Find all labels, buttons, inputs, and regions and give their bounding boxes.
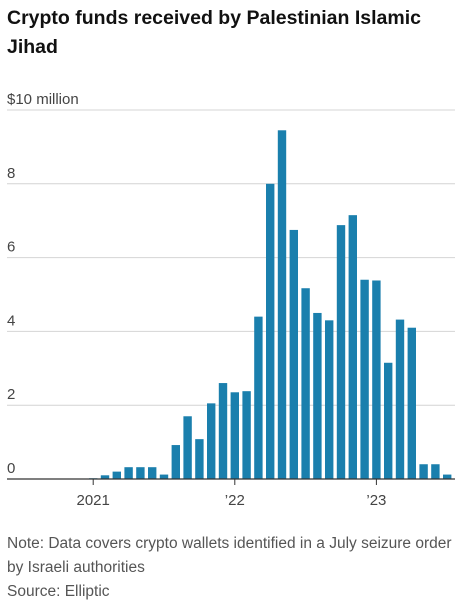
bar: [301, 288, 310, 479]
bar: [159, 474, 169, 479]
bar: [148, 467, 157, 479]
bar: [419, 464, 428, 479]
bars: [89, 130, 452, 480]
bar: [325, 320, 334, 479]
bar-chart: 0 2 4 6 8 $10 million 2021 ’22 ’23: [7, 91, 455, 509]
x-axis: 2021 ’22 ’23: [7, 478, 455, 509]
bar: [289, 229, 298, 479]
bar: [136, 467, 145, 479]
bar: [431, 464, 440, 479]
bar: [195, 439, 204, 479]
chart-footer: Note: Data covers crypto wallets identif…: [7, 532, 455, 604]
bar: [277, 130, 287, 480]
gridlines: [7, 109, 455, 406]
bar: [372, 280, 381, 479]
chart-title: Crypto funds received by Palestinian Isl…: [7, 7, 421, 58]
bar: [266, 183, 275, 480]
bar: [124, 467, 133, 479]
y-tick-label: 6: [7, 239, 15, 256]
bar: [183, 416, 192, 479]
x-tick-label: 2021: [77, 492, 110, 509]
bar: [218, 383, 228, 479]
y-tick-label: $10 million: [7, 91, 79, 108]
y-tick-label: 4: [7, 312, 15, 329]
bar: [395, 319, 405, 479]
bar: [407, 327, 416, 479]
bar: [242, 391, 251, 479]
bar: [313, 312, 322, 479]
bar: [230, 392, 239, 479]
chart-note: Note: Data covers crypto wallets identif…: [7, 535, 452, 576]
bar: [348, 215, 357, 480]
bar: [171, 445, 180, 479]
bar: [207, 403, 216, 479]
bar: [384, 362, 393, 479]
x-tick-label: ’22: [225, 492, 245, 509]
bar: [443, 474, 452, 479]
y-tick-label: 8: [7, 165, 15, 182]
y-tick-label: 2: [7, 386, 15, 403]
bar: [100, 475, 110, 479]
x-tick-label: ’23: [366, 492, 386, 509]
y-tick-label: 0: [7, 460, 15, 477]
bar: [254, 316, 263, 479]
chart-source: Source: Elliptic: [7, 583, 110, 600]
bar: [360, 279, 369, 479]
y-axis-labels: 0 2 4 6 8 $10 million: [7, 91, 79, 477]
bar: [112, 471, 121, 479]
bar: [336, 225, 346, 479]
